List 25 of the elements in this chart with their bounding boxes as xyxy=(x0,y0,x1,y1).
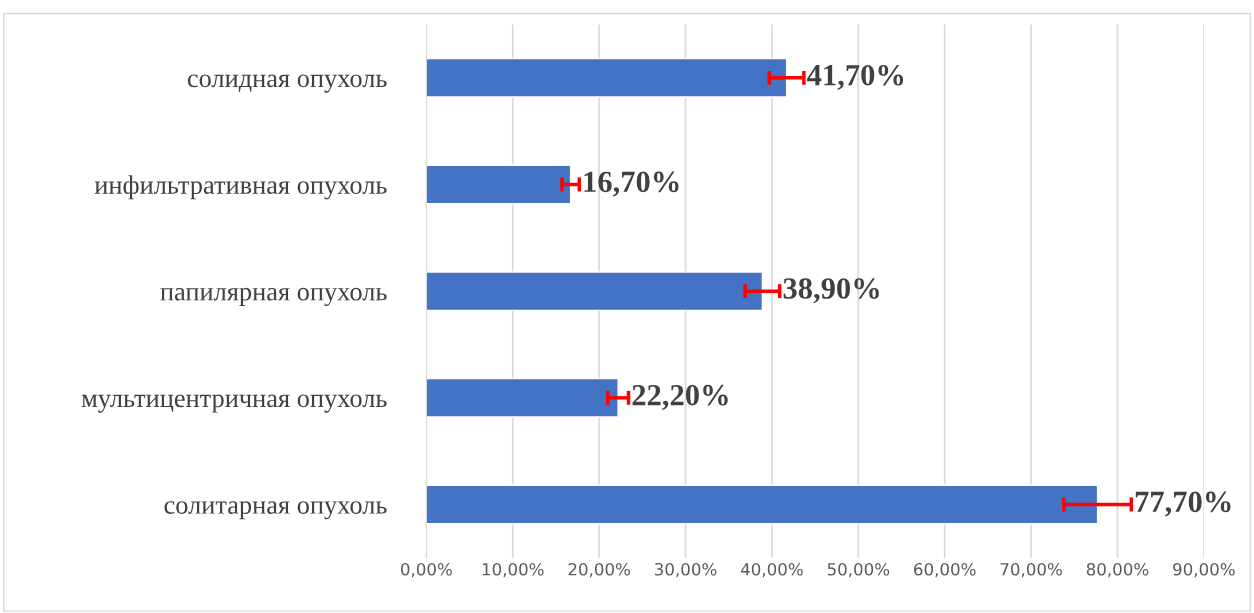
y-tick-label: солидная опухоль xyxy=(187,74,387,93)
y-tick-label: инфильтративная опухоль xyxy=(94,175,387,200)
bar xyxy=(426,377,619,418)
data-label: 77,70% xyxy=(1135,491,1231,517)
bar xyxy=(426,484,1099,525)
x-tick-label: 10,00% xyxy=(482,562,544,578)
data-label: 41,70% xyxy=(807,64,904,90)
bar xyxy=(426,164,572,205)
x-tick-label: 60,00% xyxy=(914,562,976,578)
x-tick-label: 80,00% xyxy=(1086,562,1149,578)
y-tick-label: солитарная опухоль xyxy=(164,501,387,520)
x-tick-label: 70,00% xyxy=(1000,562,1062,578)
bar xyxy=(426,57,788,98)
x-tick-label: 20,00% xyxy=(568,562,630,578)
y-tick-label: мультицентричная опухоль xyxy=(81,394,387,413)
x-tick-label: 40,00% xyxy=(740,562,803,578)
data-label: 16,70% xyxy=(584,171,679,197)
x-tick-label: 90,00% xyxy=(1173,562,1235,578)
x-tick-label: 30,00% xyxy=(655,562,717,578)
x-tick-label: 0,00% xyxy=(400,562,452,578)
x-tick-label: 50,00% xyxy=(827,562,890,578)
bar xyxy=(426,271,764,312)
data-label: 22,20% xyxy=(632,384,728,410)
data-label: 38,90% xyxy=(783,278,879,304)
y-tick-label: папилярная опухоль xyxy=(160,287,387,306)
